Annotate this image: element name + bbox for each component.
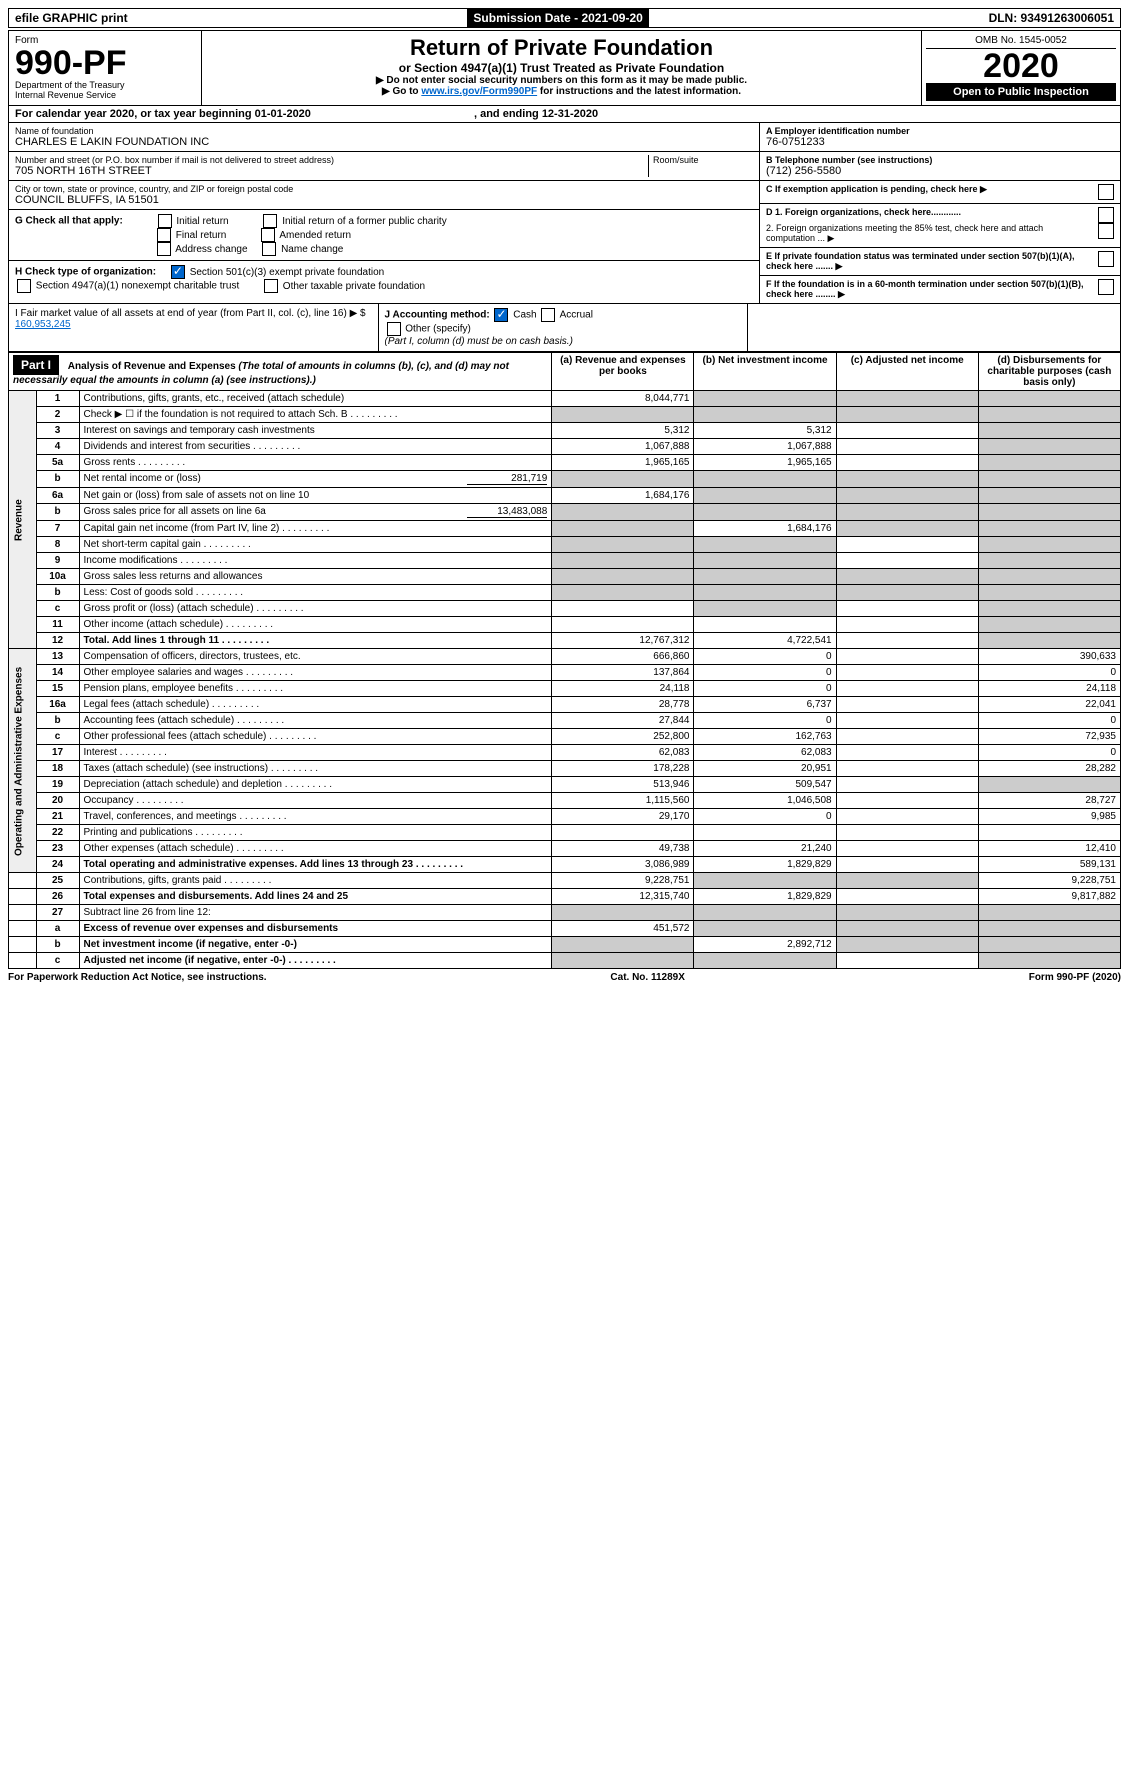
phone-label: B Telephone number (see instructions) [766,155,1114,165]
city: COUNCIL BLUFFS, IA 51501 [15,194,753,206]
info-section: Name of foundation CHARLES E LAKIN FOUND… [8,123,1121,304]
c-label: C If exemption application is pending, c… [766,184,1094,195]
room-label: Room/suite [653,155,753,165]
foundation-name: CHARLES E LAKIN FOUNDATION INC [15,136,753,148]
tax-year: 2020 [926,49,1116,83]
submission-date: Submission Date - 2021-09-20 [467,9,648,27]
ein-label: A Employer identification number [766,126,1114,136]
cb-d2[interactable] [1098,223,1114,239]
cb-f[interactable] [1098,279,1114,295]
cb-amended[interactable] [261,228,275,242]
cb-other-tax[interactable] [264,279,278,293]
page-footer: For Paperwork Reduction Act Notice, see … [8,969,1121,986]
expense-vert: Operating and Administrative Expenses [9,649,37,873]
form-header: Form 990-PF Department of the Treasury I… [8,30,1121,106]
address: 705 NORTH 16TH STREET [15,165,648,177]
section-ij: I Fair market value of all assets at end… [8,304,1121,352]
form-ref: Form 990-PF (2020) [1029,972,1121,983]
city-label: City or town, state or province, country… [15,184,753,194]
cb-cash[interactable] [494,308,508,322]
cb-e[interactable] [1098,251,1114,267]
section-h: H Check type of organization: Section 50… [9,261,759,297]
cb-accrual[interactable] [541,308,555,322]
cb-initial-former[interactable] [263,214,277,228]
form-subtitle: or Section 4947(a)(1) Trust Treated as P… [206,61,917,75]
paperwork-notice: For Paperwork Reduction Act Notice, see … [8,972,267,983]
col-b: (b) Net investment income [694,353,836,391]
cb-501c3[interactable] [171,265,185,279]
cb-c[interactable] [1098,184,1114,200]
phone-value: (712) 256-5580 [766,165,1114,177]
d1-label: D 1. Foreign organizations, check here..… [766,207,1094,217]
efile-label: efile GRAPHIC print [9,9,134,27]
section-g: G Check all that apply: Initial return I… [9,210,759,261]
form-number: 990-PF [15,46,195,80]
instr-1: ▶ Do not enter social security numbers o… [206,75,917,86]
cb-addr-change[interactable] [157,242,171,256]
d2-label: 2. Foreign organizations meeting the 85%… [766,223,1094,244]
cat-no: Cat. No. 11289X [610,972,684,983]
revenue-vert: Revenue [9,391,37,649]
topbar: efile GRAPHIC print Submission Date - 20… [8,8,1121,28]
cb-name-change[interactable] [262,242,276,256]
addr-label: Number and street (or P.O. box number if… [15,155,648,165]
name-label: Name of foundation [15,126,753,136]
cb-4947[interactable] [17,279,31,293]
part1-table: Part I Analysis of Revenue and Expenses … [8,352,1121,969]
col-a: (a) Revenue and expenses per books [552,353,694,391]
form-title: Return of Private Foundation [206,35,917,61]
f-label: F If the foundation is in a 60-month ter… [766,279,1094,300]
e-label: E If private foundation status was termi… [766,251,1094,272]
col-d: (d) Disbursements for charitable purpose… [978,353,1120,391]
col-c: (c) Adjusted net income [836,353,978,391]
calendar-row: For calendar year 2020, or tax year begi… [8,106,1121,123]
irs-link[interactable]: www.irs.gov/Form990PF [421,86,537,97]
instr-2: ▶ Go to www.irs.gov/Form990PF for instru… [206,86,917,97]
cb-d1[interactable] [1098,207,1114,223]
cb-initial[interactable] [158,214,172,228]
ein-value: 76-0751233 [766,136,1114,148]
open-public: Open to Public Inspection [926,83,1116,101]
dln-label: DLN: 93491263006051 [983,9,1120,27]
dept-info: Department of the Treasury Internal Reve… [15,80,195,100]
fmv-value: 160,953,245 [15,319,71,330]
cb-final[interactable] [157,228,171,242]
cb-other-acct[interactable] [387,322,401,336]
